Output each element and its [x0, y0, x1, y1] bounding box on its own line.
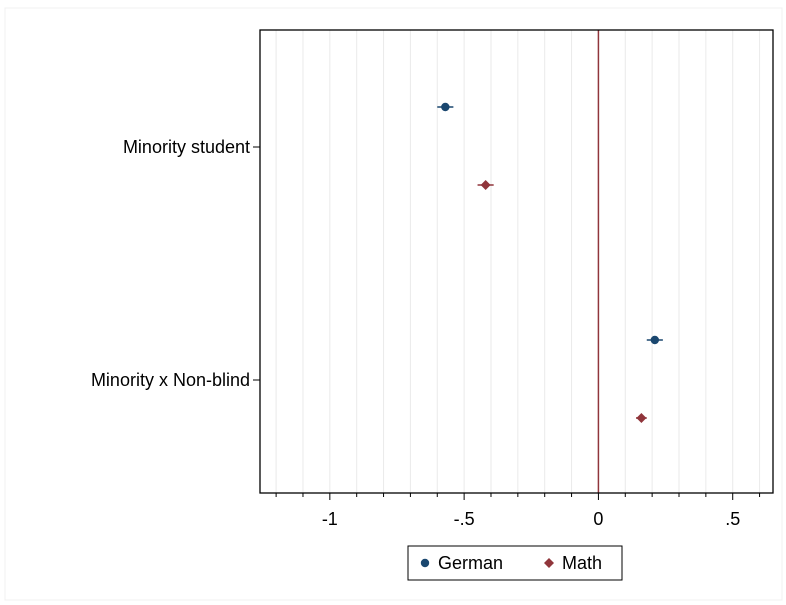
legend-marker-math: [544, 558, 554, 568]
x-tick-label: -1: [322, 509, 338, 529]
legend: German Math: [407, 545, 623, 581]
plot-frame: [259, 29, 774, 494]
outer-frame: [4, 7, 783, 601]
x-tick-label: -.5: [454, 509, 475, 529]
legend-label-math: Math: [562, 553, 602, 573]
y-category-label: Minority student: [123, 137, 250, 157]
y-category-label: Minority x Non-blind: [91, 370, 250, 390]
grid-layer: [275, 30, 761, 493]
point-math: [636, 413, 647, 423]
legend-marker-german: [420, 558, 430, 568]
axis-layer: -1 -.5 0 .5 Minority student Minority x Non-b…: [91, 137, 761, 529]
point-german: [650, 335, 660, 345]
point-german: [441, 102, 450, 112]
x-tick-label: .5: [725, 509, 740, 529]
x-tick-label: 0: [593, 509, 603, 529]
legend-label-german: German: [438, 553, 503, 573]
point-math: [480, 180, 491, 190]
marks-layer: [437, 102, 663, 423]
legend-box: [407, 545, 623, 581]
